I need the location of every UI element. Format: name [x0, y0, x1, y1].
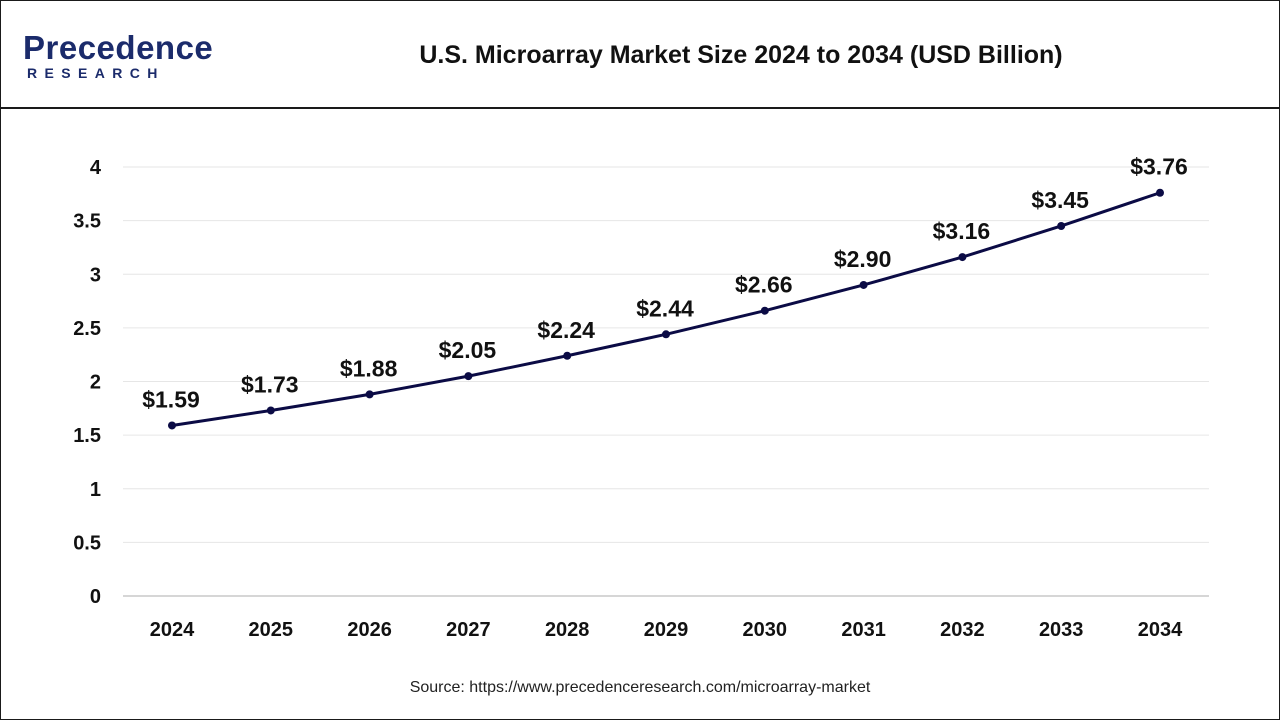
data-label: $3.76 — [1130, 154, 1188, 180]
y-tick-label: 1.5 — [73, 425, 101, 447]
y-tick-label: 0 — [90, 586, 101, 608]
chart-title: U.S. Microarray Market Size 2024 to 2034… — [419, 41, 1063, 69]
y-tick-label: 3.5 — [73, 211, 101, 233]
data-point — [365, 390, 374, 399]
data-label: $2.24 — [537, 317, 595, 343]
data-label: $3.16 — [933, 218, 991, 244]
x-tick-label: 2034 — [1138, 619, 1183, 641]
x-tick-label: 2028 — [545, 619, 590, 641]
y-tick-label: 4 — [90, 157, 102, 179]
data-point — [168, 421, 176, 430]
x-tick-label: 2030 — [743, 619, 788, 641]
data-point — [958, 253, 967, 262]
brand-name: Precedence — [23, 29, 214, 66]
data-label: $2.90 — [834, 246, 892, 272]
data-point — [1057, 221, 1066, 230]
x-tick-label: 2033 — [1039, 619, 1084, 641]
data-point — [859, 280, 868, 289]
data-point — [760, 306, 769, 315]
data-point — [563, 351, 572, 360]
brand-subname: RESEARCH — [27, 65, 165, 81]
data-label: $1.59 — [142, 386, 200, 412]
x-tick-label: 2027 — [446, 619, 491, 641]
source-note: Source: https://www.precedenceresearch.c… — [409, 679, 871, 696]
x-tick-label: 2032 — [940, 619, 985, 641]
data-label: $1.88 — [340, 355, 398, 381]
x-tick-label: 2024 — [150, 619, 195, 641]
data-label: $1.73 — [241, 371, 299, 397]
data-label: $3.45 — [1031, 187, 1089, 213]
data-label: $2.44 — [636, 295, 694, 321]
data-label: $2.66 — [735, 272, 793, 298]
data-point — [662, 330, 670, 339]
data-label: $2.05 — [439, 337, 497, 363]
data-point — [1156, 188, 1164, 197]
line-chart: 0 0.5 1 1.5 2 2.5 3 3.5 4 2024 2025 2026 2027 2028 202… — [73, 154, 1209, 641]
y-tick-label: 2.5 — [73, 318, 101, 340]
y-tick-label: 2 — [90, 372, 101, 394]
x-tick-label: 2026 — [347, 619, 392, 641]
brand-logo: Precedence RESEARCH — [23, 31, 223, 83]
header: Precedence RESEARCH U.S. Microarray Mark… — [1, 1, 1279, 109]
y-tick-label: 3 — [90, 264, 101, 286]
y-tick-label: 0.5 — [73, 532, 101, 554]
data-point — [464, 372, 473, 381]
y-tick-label: 1 — [90, 479, 101, 501]
x-tick-label: 2031 — [841, 619, 886, 641]
x-tick-label: 2029 — [644, 619, 689, 641]
data-point — [266, 406, 275, 415]
x-tick-label: 2025 — [249, 619, 294, 641]
